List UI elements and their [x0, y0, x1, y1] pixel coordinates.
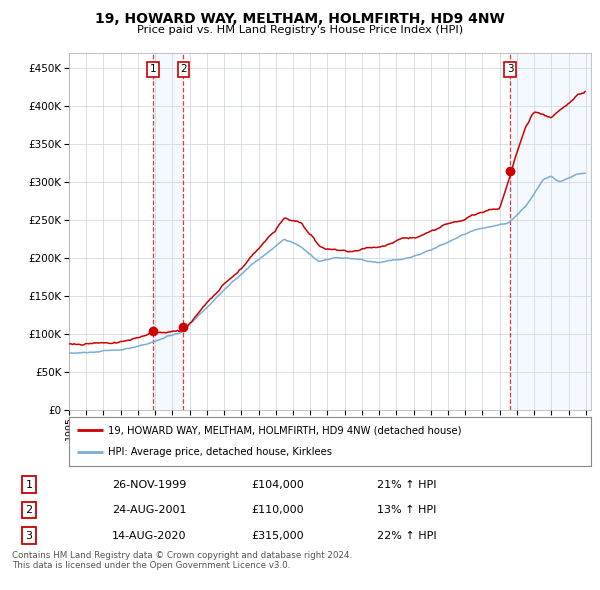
Text: 26-NOV-1999: 26-NOV-1999 [112, 480, 186, 490]
Text: 3: 3 [26, 530, 32, 540]
Text: Price paid vs. HM Land Registry's House Price Index (HPI): Price paid vs. HM Land Registry's House … [137, 25, 463, 35]
Text: 1: 1 [150, 64, 157, 74]
Text: £104,000: £104,000 [251, 480, 304, 490]
Text: 19, HOWARD WAY, MELTHAM, HOLMFIRTH, HD9 4NW: 19, HOWARD WAY, MELTHAM, HOLMFIRTH, HD9 … [95, 12, 505, 26]
Text: 24-AUG-2001: 24-AUG-2001 [112, 505, 186, 515]
Text: 22% ↑ HPI: 22% ↑ HPI [377, 530, 436, 540]
Text: £315,000: £315,000 [251, 530, 304, 540]
Text: 14-AUG-2020: 14-AUG-2020 [112, 530, 186, 540]
Text: 1: 1 [26, 480, 32, 490]
Text: 2: 2 [26, 505, 32, 515]
Bar [154, 53, 184, 410]
Text: 19, HOWARD WAY, MELTHAM, HOLMFIRTH, HD9 4NW (detached house): 19, HOWARD WAY, MELTHAM, HOLMFIRTH, HD9 … [108, 425, 461, 435]
Text: 2: 2 [180, 64, 187, 74]
Text: 3: 3 [507, 64, 514, 74]
Text: 13% ↑ HPI: 13% ↑ HPI [377, 505, 436, 515]
Text: Contains HM Land Registry data © Crown copyright and database right 2024.
This d: Contains HM Land Registry data © Crown c… [12, 551, 352, 571]
Text: 21% ↑ HPI: 21% ↑ HPI [377, 480, 436, 490]
Text: HPI: Average price, detached house, Kirklees: HPI: Average price, detached house, Kirk… [108, 447, 332, 457]
Text: £110,000: £110,000 [251, 505, 304, 515]
Bar [511, 53, 591, 410]
